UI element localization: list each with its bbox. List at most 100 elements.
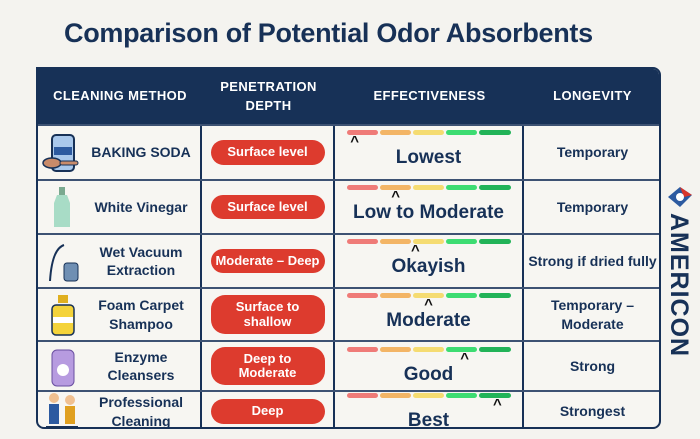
scale-segment xyxy=(479,239,511,244)
depth-cell: Deep xyxy=(202,392,335,427)
effectiveness-label: Low to Moderate xyxy=(353,202,504,223)
depth-badge: Deep to Moderate xyxy=(210,346,325,386)
method-icon xyxy=(42,344,82,388)
method-icon xyxy=(42,293,82,337)
longevity-cell: Temporary xyxy=(524,181,659,233)
depth-badge: Moderate – Deep xyxy=(210,248,325,274)
depth-cell: Deep to Moderate xyxy=(202,342,335,390)
depth-badge: Surface to shallow xyxy=(210,295,325,334)
table-row: White Vinegar Surface level ^ Low to Mod… xyxy=(38,179,659,233)
scale-segment xyxy=(379,347,411,352)
longevity-label: Strong if dried fully xyxy=(528,252,657,269)
effectiveness-scale xyxy=(346,393,511,398)
scale-segment xyxy=(446,185,478,190)
scale-segment xyxy=(479,393,511,398)
table-row: Professional Cleaning Deep ^ Best Strong… xyxy=(38,390,659,429)
effectiveness-scale xyxy=(346,347,511,352)
scale-segment xyxy=(479,185,511,190)
method-icon xyxy=(42,185,82,229)
effectiveness-cell: ^ Good xyxy=(335,342,524,390)
header-cleaning-method: CLEANING METHOD xyxy=(53,88,187,104)
scale-segment xyxy=(479,293,511,298)
effectiveness-marker-icon: ^ xyxy=(410,242,420,259)
page-title: Comparison of Potential Odor Absorbents xyxy=(64,18,593,48)
scale-segment xyxy=(446,347,478,352)
longevity-cell: Strong xyxy=(524,342,659,390)
method-cell: White Vinegar xyxy=(38,181,202,233)
header-longevity: LONGEVITY xyxy=(553,88,632,104)
longevity-label: Temporary – Moderate xyxy=(551,296,634,332)
scale-segment xyxy=(446,293,478,298)
method-cell: BAKING SODA xyxy=(38,126,202,179)
scale-segment xyxy=(346,393,378,398)
americon-logo-icon xyxy=(668,187,692,207)
effectiveness-label: Best xyxy=(407,410,450,429)
table-row: BAKING SODA Surface level ^ Lowest Tempo… xyxy=(38,124,659,179)
method-cell: Wet Vacuum Extraction xyxy=(38,235,202,287)
method-name: Enzyme Cleansers xyxy=(107,348,175,383)
effectiveness-cell: ^ Okayish xyxy=(335,235,524,287)
method-icon xyxy=(42,390,82,427)
method-name: Wet Vacuum Extraction xyxy=(99,243,183,278)
scale-segment xyxy=(379,130,411,135)
effectiveness-cell: ^ Low to Moderate xyxy=(335,181,524,233)
scale-segment xyxy=(346,347,378,352)
scale-segment xyxy=(379,293,411,298)
method-name: White Vinegar xyxy=(94,198,188,215)
depth-badge: Surface level xyxy=(210,140,325,165)
table-row: Wet Vacuum Extraction Moderate – Deep ^ … xyxy=(38,233,659,287)
effectiveness-label: Lowest xyxy=(395,147,462,168)
longevity-label: Temporary xyxy=(556,144,629,161)
effectiveness-marker-icon: ^ xyxy=(460,350,469,367)
scale-segment xyxy=(379,239,411,244)
method-name: BAKING SODA xyxy=(91,144,191,161)
depth-cell: Surface level xyxy=(202,126,335,179)
effectiveness-marker-icon: ^ xyxy=(424,296,433,313)
effectiveness-scale xyxy=(346,130,511,135)
effectiveness-scale xyxy=(346,239,511,244)
method-icon xyxy=(42,239,82,283)
longevity-label: Temporary xyxy=(556,198,629,215)
longevity-label: Strong xyxy=(569,357,616,374)
longevity-label: Strongest xyxy=(559,403,626,420)
scale-segment xyxy=(346,185,378,190)
effectiveness-scale xyxy=(346,293,511,298)
depth-badge: Deep xyxy=(210,399,325,424)
effectiveness-label: Moderate xyxy=(386,310,471,331)
header-effectiveness: EFFECTIVENESS xyxy=(373,88,486,104)
scale-segment xyxy=(346,293,378,298)
scale-segment xyxy=(446,239,478,244)
effectiveness-label: Okayish xyxy=(391,256,466,277)
table-header: CLEANING METHOD PENETRATION DEPTH EFFECT… xyxy=(38,69,659,124)
scale-segment xyxy=(412,293,445,298)
scale-segment xyxy=(446,393,478,398)
brand-logo: AMERICON xyxy=(665,185,696,357)
effectiveness-marker-icon: ^ xyxy=(492,396,502,413)
method-cell: Foam Carpet Shampoo xyxy=(38,289,202,340)
scale-segment xyxy=(379,185,411,190)
effectiveness-cell: ^ Lowest xyxy=(335,126,524,179)
effectiveness-marker-icon: ^ xyxy=(391,188,401,205)
method-icon xyxy=(42,131,82,175)
scale-segment xyxy=(379,393,411,398)
table-row: Enzyme Cleansers Deep to Moderate ^ Good… xyxy=(38,340,659,390)
scale-segment xyxy=(479,347,511,352)
effectiveness-cell: ^ Best xyxy=(335,392,524,429)
header-penetration-depth: PENETRATION DEPTH xyxy=(220,79,317,113)
table-row: Foam Carpet Shampoo Surface to shallow ^… xyxy=(38,287,659,340)
effectiveness-cell: ^ Moderate xyxy=(335,289,524,340)
depth-cell: Surface to shallow xyxy=(202,289,335,340)
effectiveness-marker-icon: ^ xyxy=(350,133,360,150)
method-name: Professional Cleaning xyxy=(98,394,184,429)
method-cell: Enzyme Cleansers xyxy=(38,342,202,390)
depth-badge: Surface level xyxy=(210,194,325,220)
effectiveness-scale xyxy=(346,185,511,190)
scale-segment xyxy=(446,130,478,135)
longevity-cell: Temporary xyxy=(524,126,659,179)
scale-segment xyxy=(346,239,378,244)
method-cell: Professional Cleaning xyxy=(38,390,202,429)
scale-segment xyxy=(412,239,445,244)
depth-cell: Surface level xyxy=(202,181,335,233)
scale-segment xyxy=(412,130,445,135)
longevity-cell: Strongest xyxy=(524,392,659,427)
